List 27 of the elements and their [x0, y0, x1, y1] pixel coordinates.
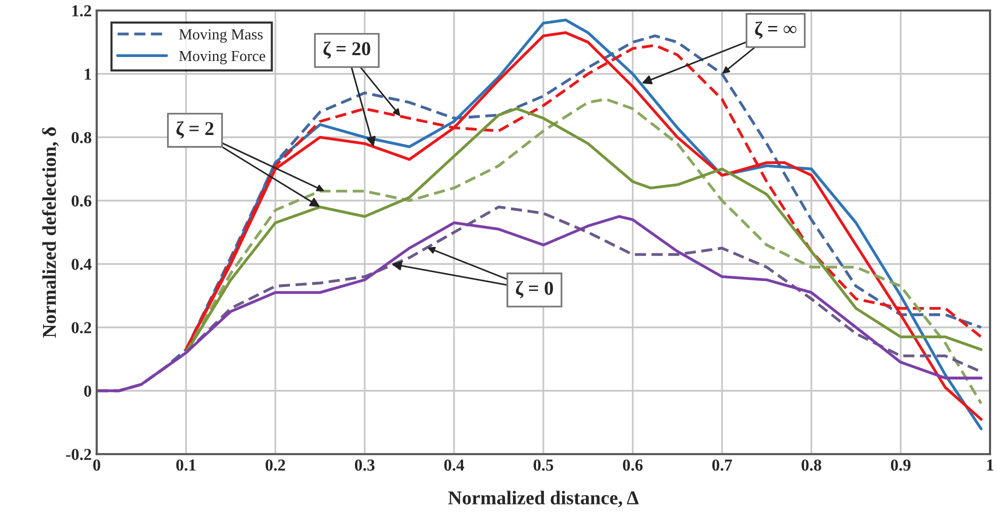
y-tick-label: 0: [84, 385, 92, 397]
x-tick-label: 0.6: [622, 459, 643, 471]
annotation: ζ = ∞: [755, 21, 796, 39]
annotation: ζ = 2: [176, 121, 214, 139]
x-tick-label: 1: [987, 460, 994, 471]
annotation: ζ = 0: [516, 281, 553, 298]
legend-label: Moving Force: [179, 50, 266, 64]
x-tick-label: 0: [93, 459, 100, 471]
x-axis-title: Normalized distance, Δ: [448, 490, 639, 508]
annotation: ζ = 20: [323, 41, 370, 59]
x-tick-label: 0.7: [712, 459, 732, 471]
x-tick-label: 0.4: [444, 459, 464, 471]
y-tick-label: -0.2: [66, 448, 92, 460]
x-tick-label: 0.9: [890, 459, 911, 471]
y-axis-title: Normalized defelection, δ: [42, 127, 59, 338]
x-tick-label: 0.1: [176, 459, 196, 471]
x-tick-label: 0.5: [534, 459, 554, 471]
y-tick-label: 1.2: [72, 5, 92, 17]
x-tick-label: 0.3: [354, 459, 375, 471]
x-tick-label: 0.8: [802, 459, 822, 471]
x-tick-label: 0.2: [266, 459, 286, 471]
y-tick-label: 0.8: [72, 132, 92, 144]
legend-label: Moving Mass: [179, 29, 263, 43]
y-tick-label: 1: [84, 68, 91, 80]
y-tick-label: 0.2: [72, 322, 92, 334]
y-tick-label: 0.4: [72, 258, 92, 270]
y-tick-label: 0.6: [72, 195, 92, 207]
